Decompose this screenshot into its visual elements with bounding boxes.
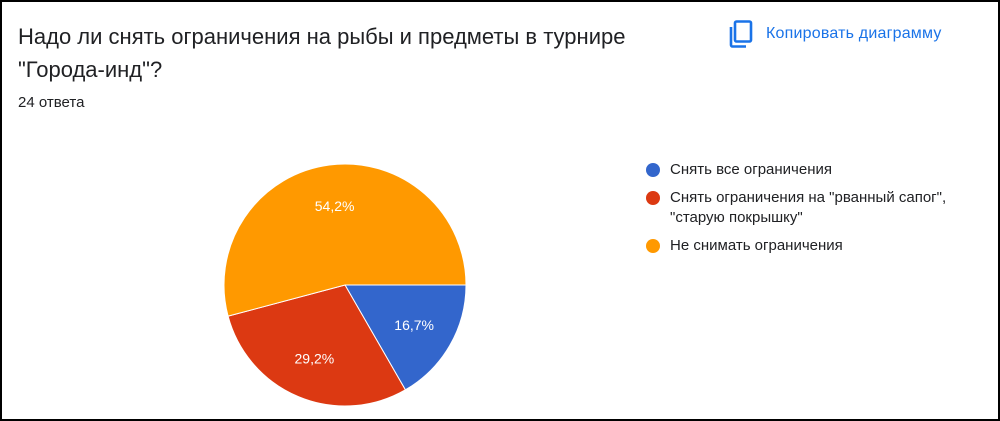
- pie-slice-label-0: 16,7%: [394, 317, 434, 333]
- pie-slice-label-1: 29,2%: [295, 351, 335, 367]
- pie-slice-2[interactable]: [223, 163, 467, 317]
- legend-item-1[interactable]: Снять ограничения на "рванный сапог", "с…: [646, 188, 966, 228]
- legend-swatch-1: [646, 191, 660, 205]
- question-title: Надо ли снять ограничения на рыбы и пред…: [18, 24, 626, 82]
- legend-swatch-0: [646, 163, 660, 177]
- chart-legend: Снять все ограничения Снять ограничения н…: [646, 160, 966, 264]
- copy-chart-label: Копировать диаграмму: [766, 25, 942, 42]
- pie-slice-1[interactable]: [227, 284, 407, 407]
- legend-label-2: Не снимать ограничения: [670, 237, 843, 254]
- response-count: 24 ответа: [18, 94, 85, 111]
- copy-chart-button[interactable]: Копировать диаграмму: [728, 18, 942, 50]
- legend-label-1: Снять ограничения на "рванный сапог", "с…: [670, 189, 947, 226]
- legend-item-2[interactable]: Не снимать ограничения: [646, 236, 966, 256]
- pie-slice-0[interactable]: [344, 284, 467, 391]
- legend-item-0[interactable]: Снять все ограничения: [646, 160, 966, 180]
- legend-label-0: Снять все ограничения: [670, 161, 833, 178]
- pie-slice-label-2: 54,2%: [315, 198, 355, 214]
- copy-icon: [728, 20, 754, 48]
- legend-swatch-2: [646, 239, 660, 253]
